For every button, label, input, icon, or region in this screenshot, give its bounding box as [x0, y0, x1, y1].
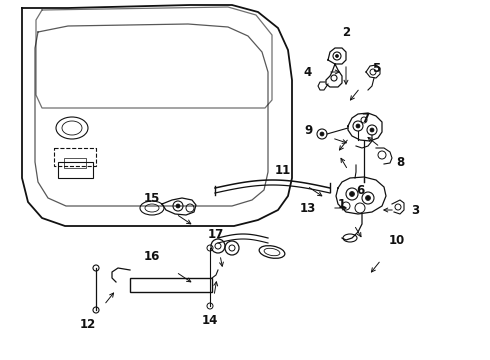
Text: 6: 6: [356, 184, 364, 197]
Circle shape: [320, 132, 324, 136]
Text: 4: 4: [304, 66, 312, 78]
Circle shape: [366, 195, 370, 201]
Text: 2: 2: [342, 26, 350, 39]
Bar: [54, 148, 96, 166]
Text: 14: 14: [202, 314, 218, 327]
Circle shape: [356, 124, 360, 128]
Text: 5: 5: [372, 62, 380, 75]
Text: 15: 15: [144, 192, 160, 204]
Bar: [58, 162, 93, 178]
Text: 10: 10: [389, 234, 405, 247]
Text: 17: 17: [208, 229, 224, 242]
Bar: [64, 158, 86, 168]
Text: 3: 3: [411, 203, 419, 216]
Bar: [130, 278, 212, 292]
Text: 12: 12: [80, 319, 96, 332]
Circle shape: [336, 54, 339, 58]
Text: 1: 1: [338, 198, 346, 211]
Text: 11: 11: [275, 163, 291, 176]
Text: 7: 7: [361, 112, 369, 125]
Circle shape: [176, 204, 180, 208]
Text: 8: 8: [396, 157, 404, 170]
Circle shape: [370, 128, 374, 132]
Text: 16: 16: [144, 249, 160, 262]
Text: 9: 9: [304, 123, 312, 136]
Text: 13: 13: [300, 202, 316, 215]
Circle shape: [349, 192, 354, 197]
